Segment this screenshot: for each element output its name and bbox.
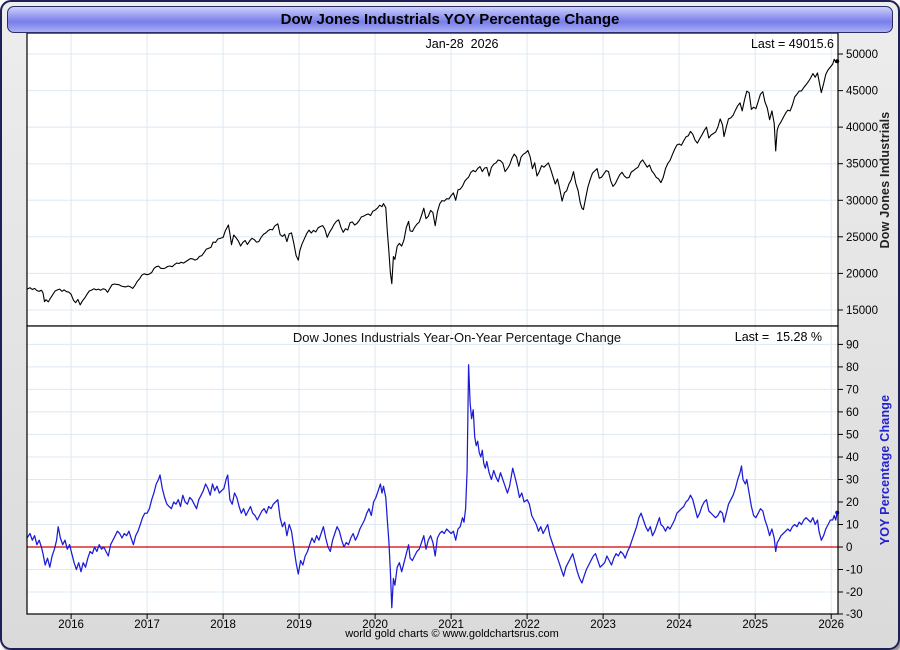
y-axis-tick-label: 30000: [846, 195, 878, 207]
y-axis-tick-label: 60: [846, 407, 859, 419]
x-axis-tick-label: 2016: [58, 619, 84, 631]
yoy-series-line: [26, 364, 838, 609]
y-axis-tick-label: 30: [846, 475, 859, 487]
yoy-last-value-label: Last = 15.28 %: [734, 330, 822, 344]
dow-last-value-label: Last = 49015.6: [750, 37, 834, 51]
yoy-panel-title: Dow Jones Industrials Year-On-Year Perce…: [292, 330, 622, 345]
x-axis-tick-label: 2022: [514, 619, 540, 631]
last-date-label: Jan-28 2026: [425, 37, 499, 51]
y-axis-tick-label: 45000: [846, 86, 878, 98]
y-axis-tick-label: 90: [846, 339, 859, 351]
y-axis-tick-label: 50: [846, 429, 859, 441]
x-axis-tick-label: 2019: [286, 619, 312, 631]
y-axis-tick-label: 40: [846, 452, 859, 464]
x-axis-tick-label: 2021: [438, 619, 464, 631]
y-axis-tick-label: 20000: [846, 268, 878, 280]
y-axis-tick-label: 35000: [846, 159, 878, 171]
window-title: Dow Jones Industrials YOY Percentage Cha…: [280, 11, 620, 28]
yoy-axis-title: YOY Percentage Change: [878, 394, 892, 546]
x-axis-tick-label: 2017: [134, 619, 160, 631]
y-axis-tick-label: 80: [846, 362, 859, 374]
y-axis-tick-label: 10: [846, 520, 859, 532]
x-axis-tick-label: 2020: [362, 619, 388, 631]
x-axis-tick-label: 2023: [590, 619, 616, 631]
title-bar: Dow Jones Industrials YOY Percentage Cha…: [7, 6, 893, 33]
x-axis-tick-label: 2018: [210, 619, 236, 631]
y-axis-tick-label: 25000: [846, 232, 878, 244]
dow-axis-title: Dow Jones Industrials: [878, 111, 892, 249]
panel-border: [26, 325, 839, 615]
plot-background: [27, 326, 838, 614]
y-axis-tick-label: 70: [846, 384, 859, 396]
x-axis-tick-label: 2024: [666, 619, 692, 631]
dow-series-line: [26, 58, 838, 306]
y-axis-tick-label: -20: [846, 587, 863, 599]
footer-credit: world gold charts © www.goldchartsrus.co…: [345, 628, 559, 640]
dow-last-point-marker: [835, 59, 840, 64]
x-axis-tick-label: 2026: [818, 619, 844, 631]
yoy-last-point-marker: [835, 510, 840, 515]
y-axis-tick-label: -10: [846, 565, 863, 577]
y-axis-tick-label: -30: [846, 609, 863, 621]
y-axis-tick-label: 20: [846, 497, 859, 509]
y-axis-tick-label: 0: [846, 542, 852, 554]
plot-background: [27, 33, 838, 326]
y-axis-tick-label: 40000: [846, 122, 878, 134]
y-axis-tick-label: 50000: [846, 49, 878, 61]
x-axis-tick-label: 2025: [742, 619, 768, 631]
y-axis-tick-label: 15000: [846, 305, 878, 317]
